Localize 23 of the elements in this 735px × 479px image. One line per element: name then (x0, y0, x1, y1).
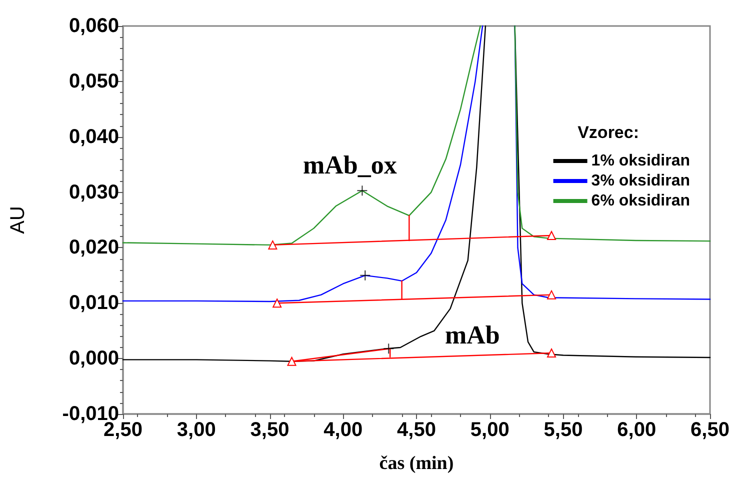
y-tick-label: 0,030 (68, 181, 119, 204)
x-tick-label: 6,00 (617, 419, 656, 441)
x-axis-title: čas (min) (379, 453, 454, 474)
legend-title: Vzorec: (578, 123, 640, 142)
legend-label: 6% oksidiran (591, 192, 690, 210)
y-axis-title: AU (7, 206, 29, 234)
x-tick-label: 4,00 (324, 419, 363, 441)
x-tick-label: 5,00 (470, 419, 510, 441)
legend-label: 1% oksidiran (591, 152, 690, 170)
annotation: mAb (445, 320, 500, 350)
x-tick-label: 3,00 (176, 419, 216, 441)
y-tick-label: 0,000 (68, 348, 119, 370)
y-tick-label: 0,050 (68, 70, 119, 92)
y-tick-label: 0,040 (68, 126, 119, 148)
x-tick-label: 6,50 (690, 419, 730, 441)
y-tick-label: 0,010 (68, 292, 119, 314)
y-tick-label: 0,060 (68, 15, 119, 37)
y-tick-label: 0,020 (68, 236, 119, 259)
x-tick-label: 5,50 (544, 419, 583, 441)
legend-label: 3% oksidiran (591, 172, 690, 190)
x-tick-label: 4,50 (397, 419, 436, 441)
x-tick-label: 3,50 (250, 419, 290, 441)
annotation: mAb_ox (303, 150, 397, 180)
